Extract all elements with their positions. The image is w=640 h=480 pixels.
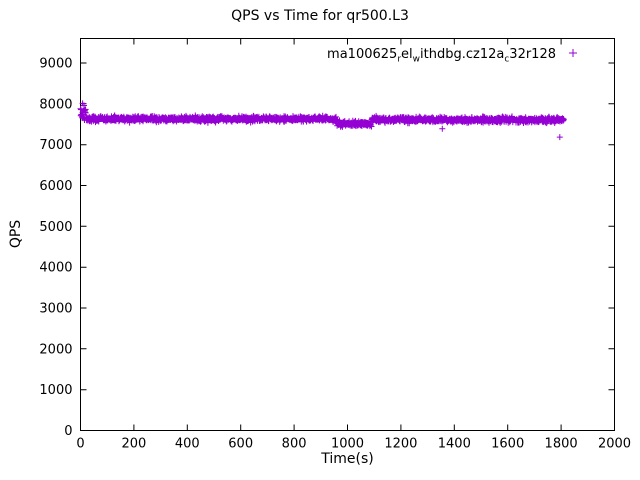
y-tick-label: 9000 <box>39 57 72 72</box>
x-tick-label: 200 <box>121 437 146 452</box>
y-tick-label: 5000 <box>39 220 72 235</box>
y-tick-label: 8000 <box>39 97 72 112</box>
y-tick-label: 7000 <box>39 138 72 153</box>
x-axis-label: Time(s) <box>321 451 374 467</box>
y-tick-label: 4000 <box>39 261 72 276</box>
x-tick-label: 1000 <box>331 437 364 452</box>
y-tick-label: 1000 <box>39 383 72 398</box>
y-tick-label: 6000 <box>39 179 72 194</box>
plot-border <box>80 38 615 431</box>
y-tick-label: 0 <box>64 424 72 439</box>
x-tick-label: 1400 <box>438 437 471 452</box>
chart-title: QPS vs Time for qr500.L3 <box>231 8 409 24</box>
x-tick-label: 1800 <box>545 437 578 452</box>
x-tick-label: 1600 <box>491 437 524 452</box>
axis-ticks <box>80 38 615 431</box>
x-tick-label: 2000 <box>598 437 631 452</box>
x-tick-label: 0 <box>76 437 84 452</box>
x-tick-label: 600 <box>228 437 253 452</box>
legend-label: ma100625relwithdbg.cz12ac32r128 <box>327 47 556 65</box>
y-tick-label: 3000 <box>39 302 72 317</box>
x-tick-label: 800 <box>282 437 307 452</box>
legend-marker <box>569 49 577 57</box>
y-tick-label: 2000 <box>39 342 72 357</box>
x-tick-label: 400 <box>175 437 200 452</box>
legend-entry: ma100625relwithdbg.cz12ac32r128 <box>327 47 556 65</box>
x-tick-label: 1200 <box>384 437 417 452</box>
series-points <box>77 100 567 141</box>
y-axis-label: QPS <box>8 219 24 249</box>
